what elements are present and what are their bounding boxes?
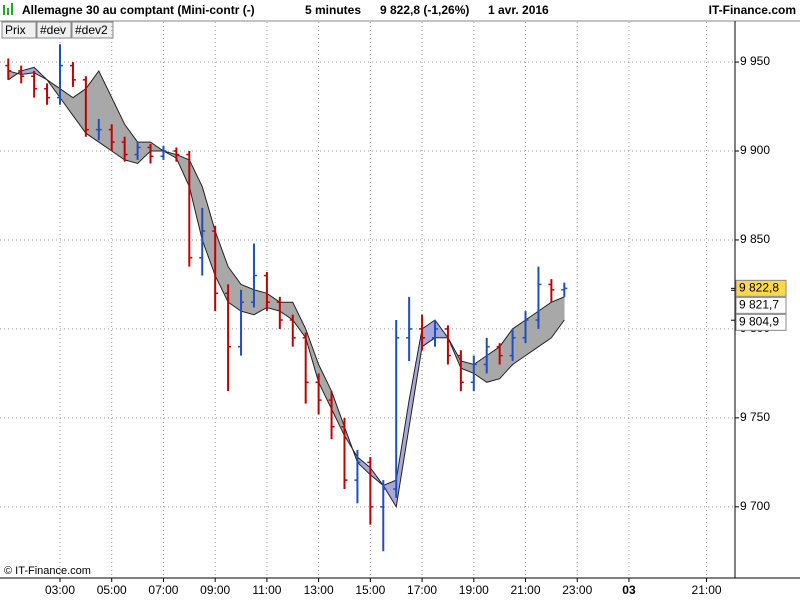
icon bbox=[7, 8, 9, 15]
x-tick-label: 19:00 bbox=[459, 583, 489, 597]
brand: IT-Finance.com bbox=[709, 3, 796, 17]
x-tick-label: 23:00 bbox=[562, 583, 592, 597]
price-marker bbox=[735, 279, 787, 297]
x-tick-label: 03 bbox=[622, 583, 636, 597]
price-marker bbox=[735, 296, 787, 314]
y-tick-label: 9 750 bbox=[740, 410, 770, 424]
x-tick-label: 17:00 bbox=[407, 583, 437, 597]
toggle-label[interactable]: #dev bbox=[40, 23, 66, 37]
date: 1 avr. 2016 bbox=[488, 3, 549, 17]
price-marker bbox=[735, 313, 787, 331]
x-tick-label: 15:00 bbox=[355, 583, 385, 597]
icon bbox=[11, 3, 13, 15]
y-tick-label: 9 700 bbox=[740, 499, 770, 513]
cloud-line bbox=[8, 69, 565, 509]
toggle-label[interactable]: Prix bbox=[5, 23, 26, 37]
x-tick-label: 11:00 bbox=[252, 583, 281, 597]
x-tick-label: 21:00 bbox=[511, 583, 541, 597]
x-tick-label: 03:00 bbox=[45, 583, 75, 597]
icon bbox=[3, 5, 5, 15]
x-tick-label: 07:00 bbox=[148, 583, 178, 597]
y-tick-label: 9 900 bbox=[740, 143, 770, 157]
price-marker-label: 9 804,9 bbox=[739, 315, 779, 329]
last-price: 9 822,8 (-1,26%) bbox=[380, 3, 469, 17]
price-marker-label: 9 822,8 bbox=[739, 281, 779, 295]
toggle-button[interactable] bbox=[36, 21, 72, 39]
x-tick-label: 13:00 bbox=[304, 583, 334, 597]
period: 5 minutes bbox=[305, 3, 361, 17]
toggle-button[interactable] bbox=[1, 21, 37, 39]
x-tick-label: 21:00 bbox=[692, 583, 722, 597]
footer: © IT-Finance.com bbox=[4, 565, 91, 577]
toggle-button[interactable] bbox=[71, 21, 114, 39]
x-tick-label: 09:00 bbox=[200, 583, 230, 597]
title: Allemagne 30 au comptant (Mini-contr (-) bbox=[22, 3, 255, 17]
price-marker-label: 9 821,7 bbox=[739, 298, 779, 312]
x-tick-label: 05:00 bbox=[97, 583, 127, 597]
cloud-line bbox=[7, 66, 565, 487]
y-tick-label: 9 950 bbox=[740, 54, 770, 68]
y-tick-label: 9 850 bbox=[740, 232, 770, 246]
toggle-label[interactable]: #dev2 bbox=[75, 23, 108, 37]
